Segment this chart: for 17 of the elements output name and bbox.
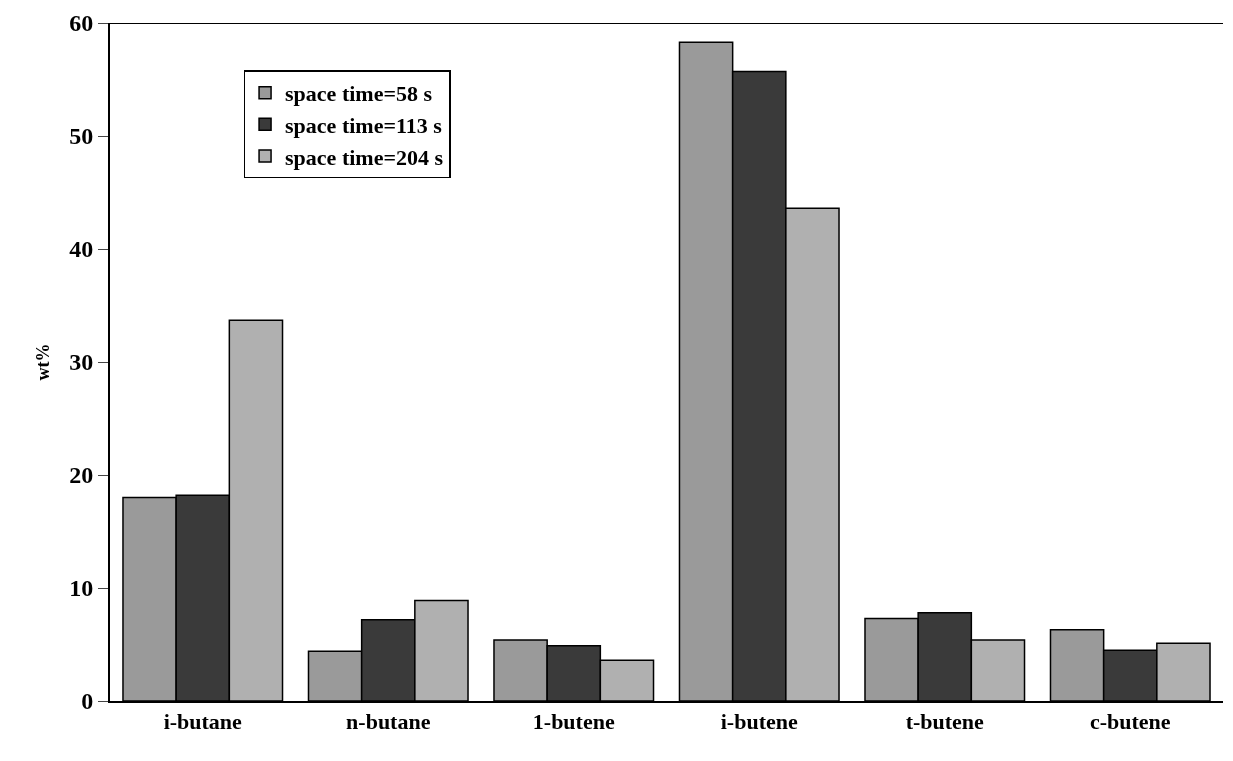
y-tick-label: 60 — [69, 10, 94, 37]
legend-label: space time=58 s — [285, 81, 433, 107]
legend-label: space time=113 s — [285, 112, 443, 138]
y-tick-label: 0 — [81, 688, 94, 715]
y-tick-label: 30 — [69, 349, 94, 376]
y-tick-label: 20 — [69, 462, 94, 489]
x-tick-label: i-butene — [720, 709, 798, 735]
x-tick-label: t-butene — [905, 709, 985, 735]
y-tick-label: 10 — [69, 575, 94, 602]
y-axis-title: wt% — [32, 343, 53, 381]
legend-label: space time=204 s — [285, 144, 444, 170]
y-tick-label: 50 — [69, 123, 94, 150]
x-tick-label: c-butene — [1089, 709, 1171, 735]
y-tick-label: 40 — [69, 236, 94, 263]
x-tick-label: 1-butene — [532, 709, 615, 735]
x-tick-label: n-butane — [346, 709, 431, 735]
x-tick-label: i-butane — [163, 709, 243, 735]
